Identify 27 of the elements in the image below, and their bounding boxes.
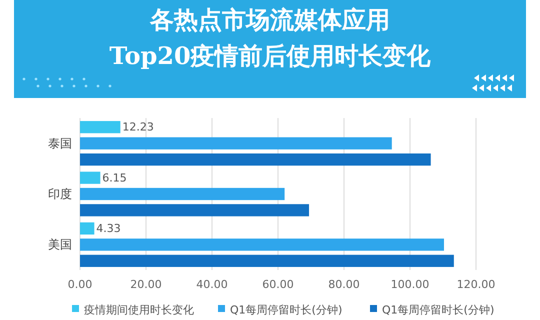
- bar: [80, 204, 310, 216]
- bar: [80, 254, 454, 267]
- y-tick-label: 印度: [48, 187, 72, 201]
- data-label: 6.15: [102, 171, 127, 184]
- x-tick-label: 80.00: [328, 278, 360, 291]
- data-label: 4.33: [96, 222, 121, 235]
- chart-title: 各热点市场流媒体应用: [149, 6, 390, 34]
- x-tick-label: 60.00: [262, 278, 294, 291]
- bar: [80, 188, 285, 200]
- data-label: 12.23: [122, 120, 154, 134]
- bar: [80, 172, 100, 184]
- legend-label: Q1每周停留时长(分钟): [382, 304, 494, 316]
- x-tick-label: 20.00: [130, 278, 162, 291]
- x-tick-label: 120.00: [456, 278, 496, 291]
- bar: [80, 121, 120, 134]
- legend-label: Q1每周停留时长(分钟): [230, 304, 342, 316]
- x-tick-label: 100.00: [390, 278, 430, 291]
- bar: [80, 222, 94, 235]
- bar: [80, 137, 392, 150]
- x-tick-label: 0.00: [68, 278, 92, 291]
- bar: [80, 153, 431, 166]
- x-tick-label: 40.00: [196, 278, 228, 291]
- chart-subtitle: Top20疫情前后使用时长变化: [109, 41, 432, 70]
- bar: [80, 238, 444, 251]
- legend-label: 疫情期间使用时长变化: [84, 304, 194, 316]
- y-tick-label: 泰国: [48, 136, 72, 150]
- y-tick-label: 美国: [48, 238, 72, 252]
